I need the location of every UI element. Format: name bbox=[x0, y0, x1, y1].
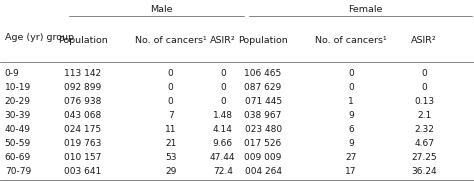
Text: 9: 9 bbox=[348, 139, 354, 148]
Text: 0: 0 bbox=[220, 97, 226, 106]
Text: 6: 6 bbox=[348, 125, 354, 134]
Text: 0: 0 bbox=[220, 83, 226, 92]
Text: 4.14: 4.14 bbox=[213, 125, 233, 134]
Text: 010 157: 010 157 bbox=[64, 153, 101, 162]
Text: 087 629: 087 629 bbox=[245, 83, 282, 92]
Text: 0: 0 bbox=[168, 69, 173, 78]
Text: 1.48: 1.48 bbox=[213, 111, 233, 120]
Text: 70-79: 70-79 bbox=[5, 167, 31, 176]
Text: 10-19: 10-19 bbox=[5, 83, 31, 92]
Text: 11: 11 bbox=[165, 125, 176, 134]
Text: 0: 0 bbox=[421, 83, 427, 92]
Text: No. of cancers¹: No. of cancers¹ bbox=[315, 36, 387, 45]
Text: 36.24: 36.24 bbox=[411, 167, 437, 176]
Text: 071 445: 071 445 bbox=[245, 97, 282, 106]
Text: 2.32: 2.32 bbox=[414, 125, 434, 134]
Text: 106 465: 106 465 bbox=[245, 69, 282, 78]
Text: ASIR²: ASIR² bbox=[411, 36, 437, 45]
Text: 1: 1 bbox=[348, 97, 354, 106]
Text: Age (yr) group: Age (yr) group bbox=[5, 33, 74, 42]
Text: 017 526: 017 526 bbox=[245, 139, 282, 148]
Text: 72.4: 72.4 bbox=[213, 167, 233, 176]
Text: 003 641: 003 641 bbox=[64, 167, 101, 176]
Text: 29: 29 bbox=[165, 167, 176, 176]
Text: 0-9: 0-9 bbox=[5, 69, 19, 78]
Text: 9.66: 9.66 bbox=[213, 139, 233, 148]
Text: 092 899: 092 899 bbox=[64, 83, 101, 92]
Text: Population: Population bbox=[58, 36, 108, 45]
Text: 2.1: 2.1 bbox=[417, 111, 431, 120]
Text: 0: 0 bbox=[421, 69, 427, 78]
Text: Male: Male bbox=[150, 5, 173, 14]
Text: 0: 0 bbox=[168, 97, 173, 106]
Text: 076 938: 076 938 bbox=[64, 97, 101, 106]
Text: 21: 21 bbox=[165, 139, 176, 148]
Text: 0: 0 bbox=[168, 83, 173, 92]
Text: 043 068: 043 068 bbox=[64, 111, 101, 120]
Text: 019 763: 019 763 bbox=[64, 139, 101, 148]
Text: 9: 9 bbox=[348, 111, 354, 120]
Text: 27.25: 27.25 bbox=[411, 153, 437, 162]
Text: Population: Population bbox=[238, 36, 288, 45]
Text: 113 142: 113 142 bbox=[64, 69, 101, 78]
Text: 0: 0 bbox=[220, 69, 226, 78]
Text: 4.67: 4.67 bbox=[414, 139, 434, 148]
Text: 27: 27 bbox=[345, 153, 356, 162]
Text: 20-29: 20-29 bbox=[5, 97, 31, 106]
Text: No. of cancers¹: No. of cancers¹ bbox=[135, 36, 207, 45]
Text: 50-59: 50-59 bbox=[5, 139, 31, 148]
Text: 40-49: 40-49 bbox=[5, 125, 31, 134]
Text: 0: 0 bbox=[348, 83, 354, 92]
Text: 004 264: 004 264 bbox=[245, 167, 282, 176]
Text: 30-39: 30-39 bbox=[5, 111, 31, 120]
Text: 023 480: 023 480 bbox=[245, 125, 282, 134]
Text: 47.44: 47.44 bbox=[210, 153, 236, 162]
Text: 024 175: 024 175 bbox=[64, 125, 101, 134]
Text: 53: 53 bbox=[165, 153, 176, 162]
Text: 0: 0 bbox=[348, 69, 354, 78]
Text: 009 009: 009 009 bbox=[245, 153, 282, 162]
Text: 7: 7 bbox=[168, 111, 173, 120]
Text: 60-69: 60-69 bbox=[5, 153, 31, 162]
Text: 038 967: 038 967 bbox=[245, 111, 282, 120]
Text: Female: Female bbox=[348, 5, 382, 14]
Text: ASIR²: ASIR² bbox=[210, 36, 236, 45]
Text: 17: 17 bbox=[345, 167, 356, 176]
Text: 0.13: 0.13 bbox=[414, 97, 434, 106]
